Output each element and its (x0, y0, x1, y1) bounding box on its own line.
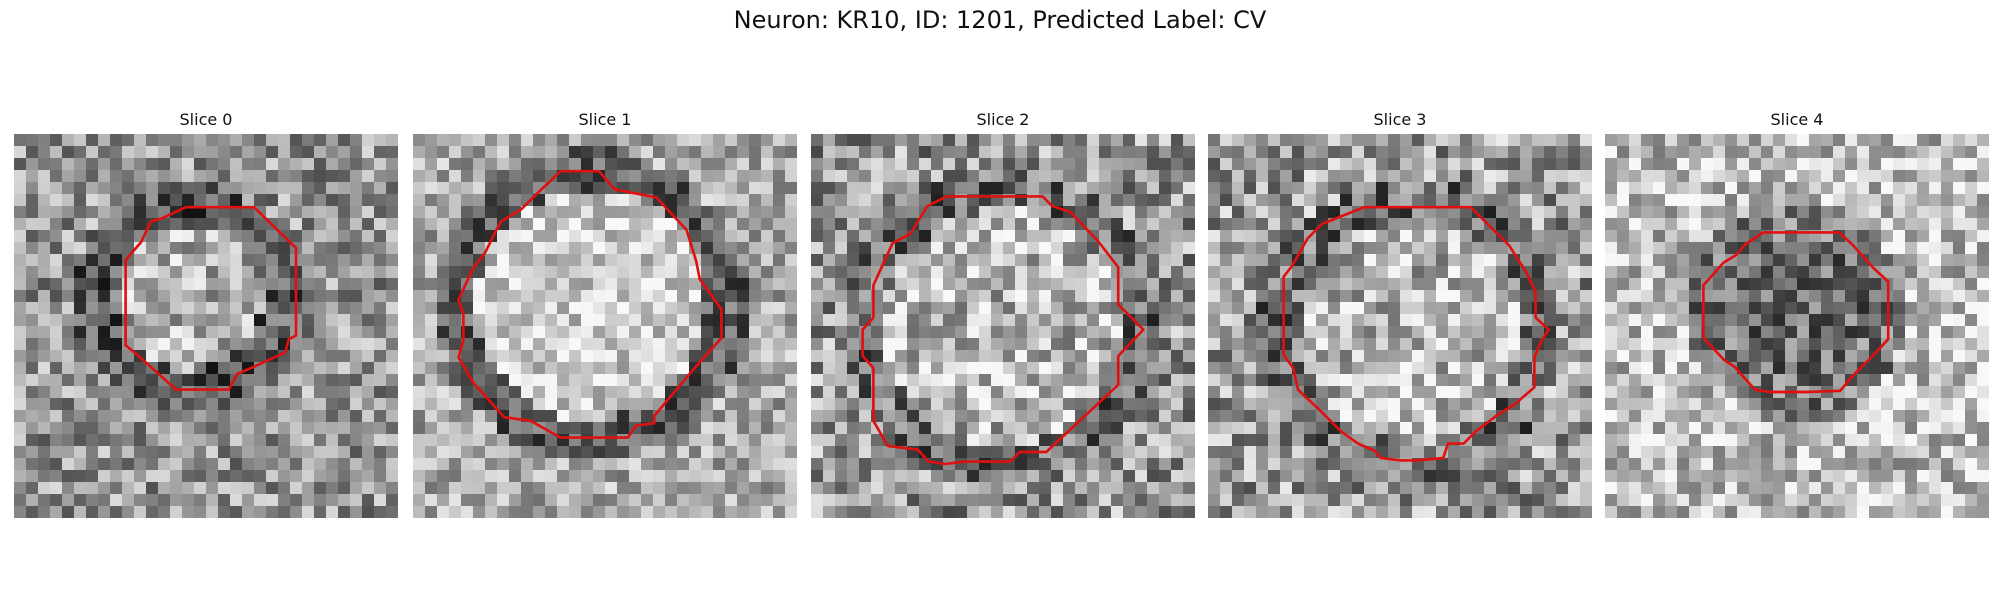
roi-contour-3 (1282, 205, 1551, 462)
slice-title-2: Slice 2 (976, 110, 1030, 129)
slice-panel-2: Slice 2 (811, 108, 1195, 518)
roi-contour-2 (861, 195, 1145, 466)
slice-title-3: Slice 3 (1373, 110, 1427, 129)
roi-contour-1 (457, 169, 723, 439)
slice-image-4 (1605, 134, 1989, 518)
slice-panel-0: Slice 0 (14, 108, 398, 518)
roi-contour-0 (124, 205, 298, 391)
slice-title-4: Slice 4 (1770, 110, 1824, 129)
slice-title-1: Slice 1 (578, 110, 632, 129)
slice-title-0: Slice 0 (179, 110, 233, 129)
slice-image-1 (413, 134, 797, 518)
roi-contour-4 (1702, 231, 1890, 394)
slice-panel-4: Slice 4 (1605, 108, 1989, 518)
slice-image-2 (811, 134, 1195, 518)
figure-title: Neuron: KR10, ID: 1201, Predicted Label:… (733, 6, 1267, 34)
slice-panel-3: Slice 3 (1208, 108, 1592, 518)
slice-image-3 (1208, 134, 1592, 518)
slice-image-0 (14, 134, 398, 518)
slice-panel-1: Slice 1 (413, 108, 797, 518)
